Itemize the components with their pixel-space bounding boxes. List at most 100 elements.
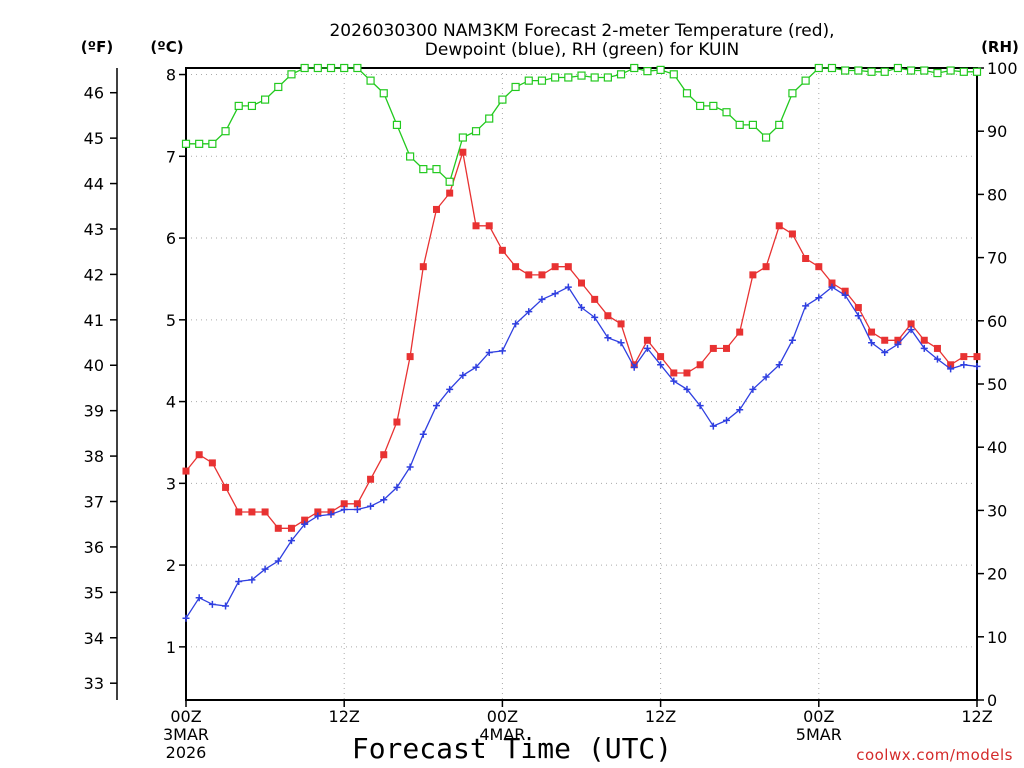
temperature-point — [854, 304, 862, 312]
celsius-tick-label: 1 — [166, 638, 176, 657]
rh-point — [432, 165, 441, 174]
temperature-point — [419, 263, 427, 271]
rh-point — [300, 63, 309, 73]
rh-point — [537, 76, 547, 85]
dewpoint-point — [933, 355, 941, 363]
temperature-point — [235, 508, 243, 516]
temperature-point — [709, 344, 717, 352]
dewpoint-point — [432, 402, 440, 410]
rh-point — [603, 73, 612, 82]
dewpoint-point — [446, 385, 454, 393]
rh-point — [682, 89, 692, 98]
axes: 3334353637383940414243444546123456780102… — [84, 59, 1018, 762]
temperature-point — [353, 500, 361, 508]
data-series — [181, 63, 982, 622]
rh-point — [221, 127, 230, 136]
dewpoint-point — [248, 576, 256, 584]
dewpoint-point — [788, 336, 796, 344]
fahrenheit-unit-label: (ºF) — [81, 38, 113, 56]
rh-point — [761, 133, 771, 142]
rh-point — [406, 152, 415, 161]
dewpoint-point — [459, 371, 467, 379]
rh-point — [630, 63, 639, 73]
x-axis-title: Forecast Time (UTC) — [352, 732, 672, 765]
rh-point — [788, 89, 797, 98]
dewpoint-point — [419, 430, 427, 438]
temperature-point — [222, 483, 230, 491]
dewpoint-point — [696, 402, 704, 410]
rh-point — [471, 127, 481, 136]
temperature-point — [367, 475, 375, 483]
dewpoint-point — [907, 326, 915, 334]
fahrenheit-tick-label: 37 — [84, 493, 104, 512]
credit-text[interactable]: coolwx.com/models — [856, 746, 1013, 764]
celsius-tick-label: 3 — [166, 474, 176, 493]
temperature-point — [301, 516, 309, 524]
temperature-point — [446, 189, 454, 197]
temperature-point — [723, 344, 731, 352]
temperature-line — [185, 152, 977, 529]
dewpoint-point — [947, 365, 955, 373]
temperature-point — [578, 279, 585, 287]
temperature-point — [828, 279, 836, 287]
dewpoint-point — [868, 339, 876, 347]
x-tick-label: 12Z — [645, 707, 676, 726]
dewpoint-point — [367, 502, 375, 510]
rh-point — [353, 63, 362, 73]
temperature-point — [736, 328, 744, 336]
rh-point — [669, 70, 678, 79]
temperature-point — [261, 508, 269, 516]
temperature-point — [762, 263, 770, 271]
rh-point — [801, 76, 810, 85]
fahrenheit-tick-label: 39 — [84, 402, 104, 421]
plot-frame — [185, 67, 978, 701]
rh-point — [827, 63, 837, 73]
dewpoint-point — [406, 463, 414, 471]
rh-point — [577, 71, 586, 80]
fahrenheit-tick-label: 35 — [84, 583, 104, 602]
dewpoint-point — [802, 302, 810, 310]
rh-point — [511, 82, 520, 92]
rh-point — [656, 65, 665, 74]
dewpoint-point — [657, 361, 665, 369]
fahrenheit-tick-label: 38 — [84, 447, 104, 466]
dewpoint-point — [617, 339, 625, 347]
temperature-point — [182, 467, 190, 475]
rh-point — [880, 67, 889, 76]
celsius-tick-label: 5 — [166, 311, 176, 330]
dewpoint-point — [353, 506, 361, 514]
dewpoint-point — [709, 422, 717, 430]
rh-point — [234, 101, 243, 111]
temperature-point — [670, 369, 678, 377]
temperature-point — [868, 328, 876, 336]
rh-point — [458, 133, 467, 142]
temperature-point — [947, 361, 955, 369]
dewpoint-point — [327, 510, 335, 518]
rh-point — [392, 120, 402, 129]
dewpoint-point — [498, 347, 506, 355]
fahrenheit-tick-label: 41 — [84, 311, 104, 330]
rh-tick-label: 0 — [987, 691, 997, 710]
dewpoint-point — [881, 349, 889, 357]
temperature-point — [881, 336, 889, 344]
dewpoint-point — [380, 496, 388, 504]
temperature-point — [643, 336, 651, 344]
rh-point — [564, 73, 573, 82]
dewpoint-point — [683, 385, 691, 393]
dewpoint-point — [525, 308, 533, 316]
temperature-point — [195, 451, 203, 459]
dewpoint-point — [762, 373, 770, 381]
dewpoint-point — [854, 312, 862, 320]
temperature-point — [973, 353, 981, 361]
temperature-point — [920, 336, 928, 344]
rh-point — [854, 66, 863, 75]
fahrenheit-tick-label: 36 — [84, 538, 104, 557]
dewpoint-point — [287, 537, 295, 545]
rh-point — [972, 67, 982, 76]
rh-point — [419, 165, 428, 174]
fahrenheit-tick-label: 46 — [84, 84, 104, 103]
fahrenheit-tick-label: 42 — [84, 265, 104, 284]
temperature-point — [696, 361, 704, 369]
rh-point — [247, 101, 257, 111]
